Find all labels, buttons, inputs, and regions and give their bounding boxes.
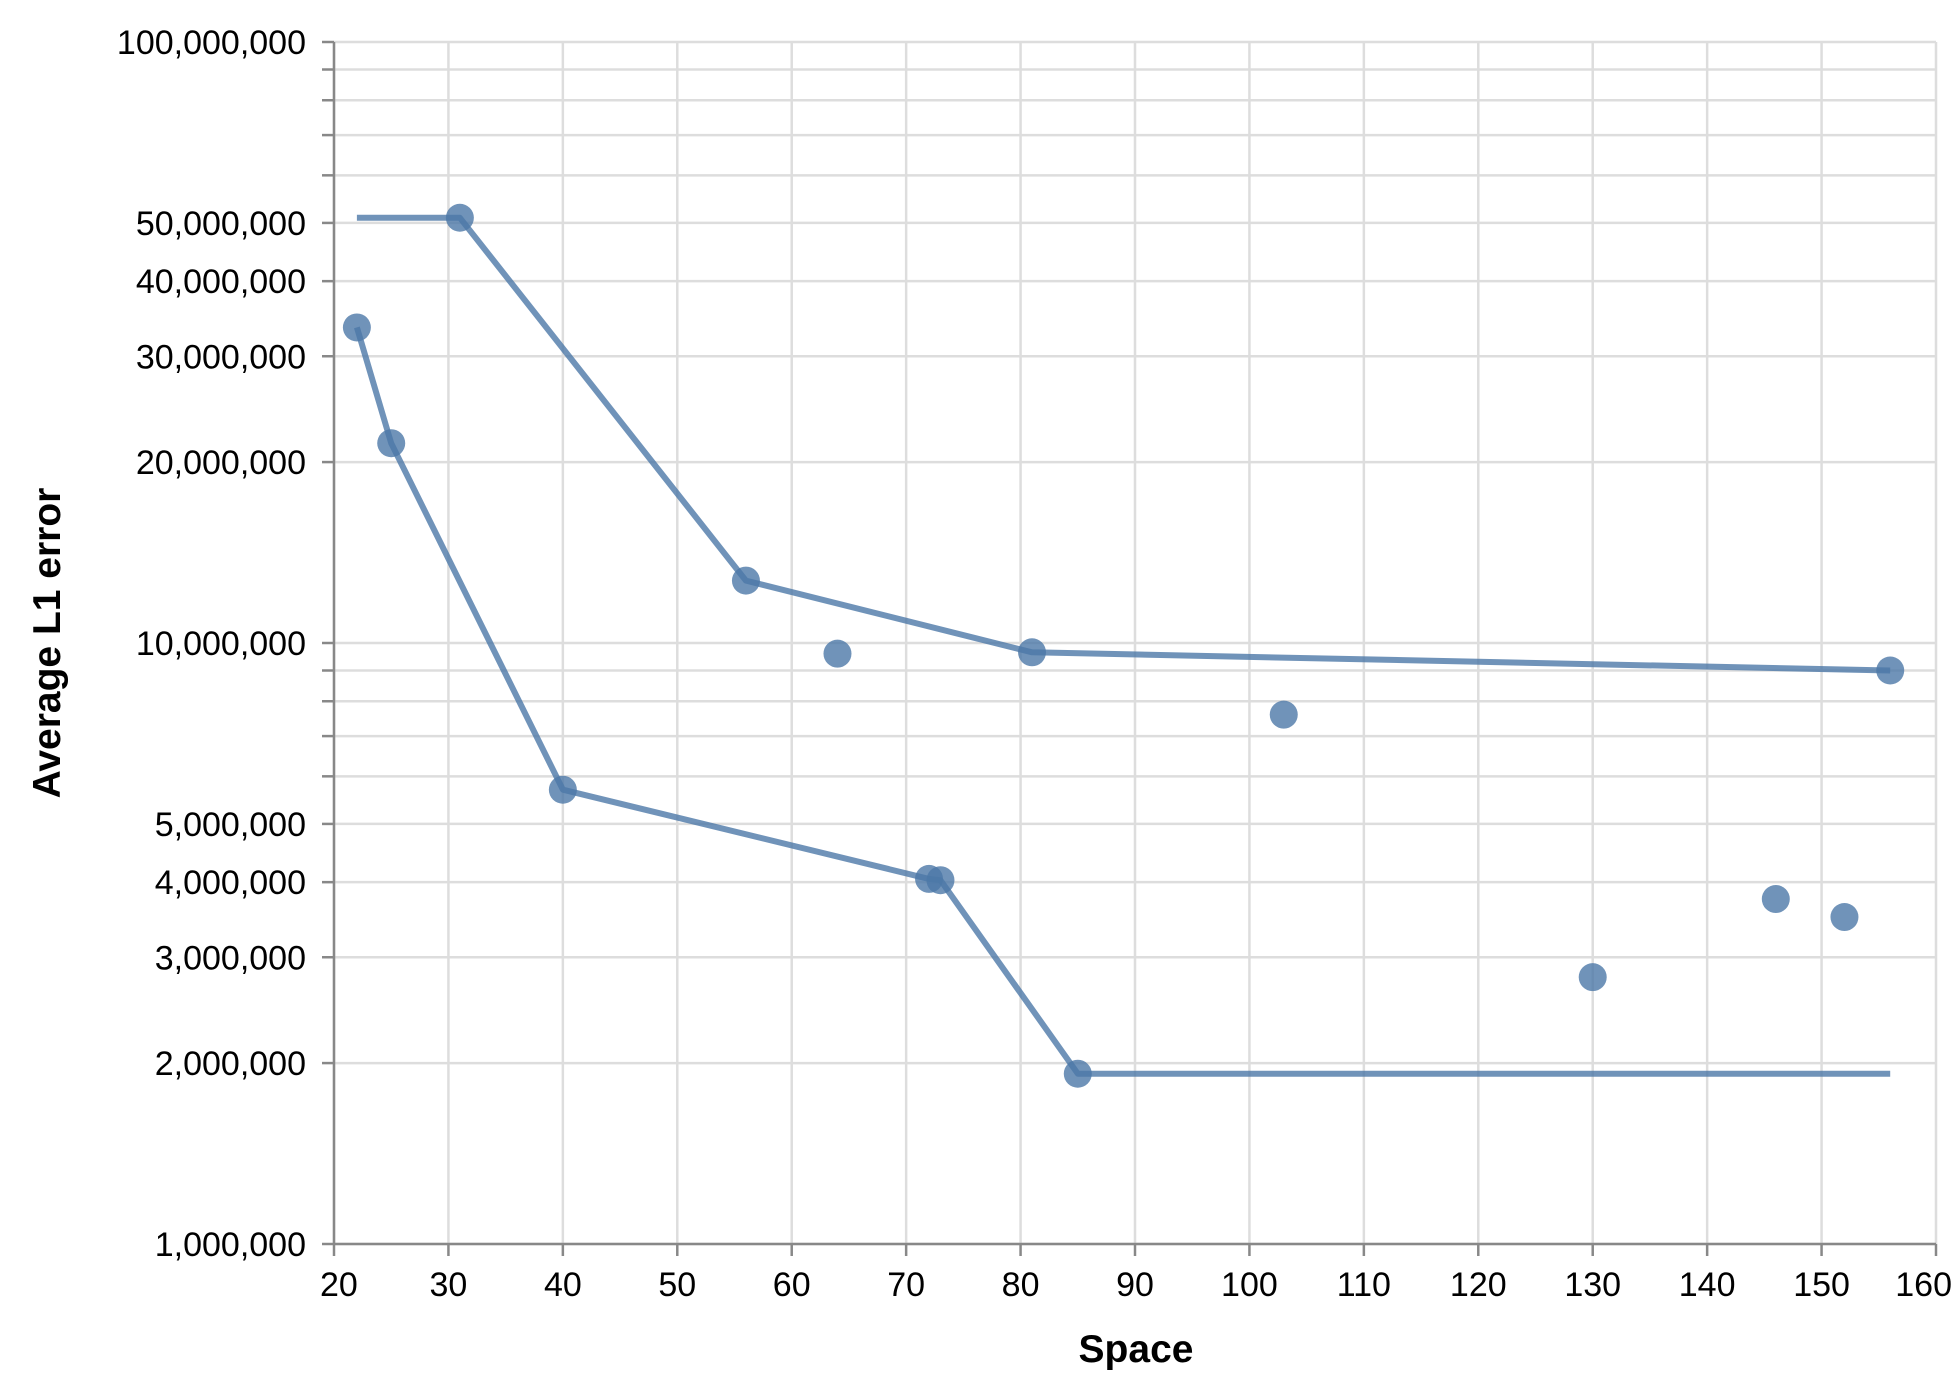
x-axis-title: Space [1079,1328,1194,1371]
data-point [1830,903,1859,932]
y-tick-label: 100,000,000 [117,24,306,62]
y-tick-label: 50,000,000 [136,205,306,243]
y-tick-label: 40,000,000 [136,263,306,301]
data-point [1018,638,1047,667]
data-point [377,429,406,458]
y-tick-label: 20,000,000 [136,444,306,482]
x-tick-label: 150 [1793,1266,1850,1304]
x-tick-label: 60 [773,1266,811,1304]
axis-layer: 20 30 40 50 60 70 80 90 100 110 120 130 140 150 160 1,0… [117,24,1952,1304]
data-point [445,203,474,232]
series-line-1 [356,214,1891,674]
y-tick-label: 1,000,000 [155,1226,306,1264]
y-tick-label: 4,000,000 [155,864,306,902]
y-axis-title: Average L1 error [26,488,69,799]
data-point [926,866,955,895]
x-tick-label: 160 [1895,1266,1952,1304]
x-tick-label: 110 [1337,1266,1391,1304]
x-tick-label: 20 [320,1266,358,1304]
data-point [1578,963,1607,992]
data-point [1269,700,1298,729]
x-tick-label: 140 [1679,1266,1736,1304]
x-tick-label: 100 [1221,1266,1278,1304]
x-tick-label: 70 [887,1266,925,1304]
x-tick-label: 40 [544,1266,582,1304]
x-tick-label: 30 [430,1266,468,1304]
data-point [1063,1059,1092,1088]
data-point [823,639,852,668]
y-tick-label: 2,000,000 [155,1045,306,1083]
data-point [731,566,760,595]
data-point [548,775,577,804]
grid-layer [332,40,1938,1246]
x-tick-label: 50 [658,1266,696,1304]
points-layer [342,203,1905,1088]
y-tick-label: 3,000,000 [155,939,306,977]
y-tick-label: 30,000,000 [136,338,306,376]
y-tick-label: 10,000,000 [136,625,306,663]
x-tick-label: 90 [1116,1266,1154,1304]
x-tick-label: 130 [1564,1266,1621,1304]
x-tick-label: 120 [1450,1266,1507,1304]
data-point [1761,885,1790,914]
data-point [1876,656,1905,685]
data-point [342,313,371,342]
x-tick-label: 80 [1002,1266,1040,1304]
series-layer [354,214,1891,1077]
y-tick-label: 5,000,000 [155,806,306,844]
